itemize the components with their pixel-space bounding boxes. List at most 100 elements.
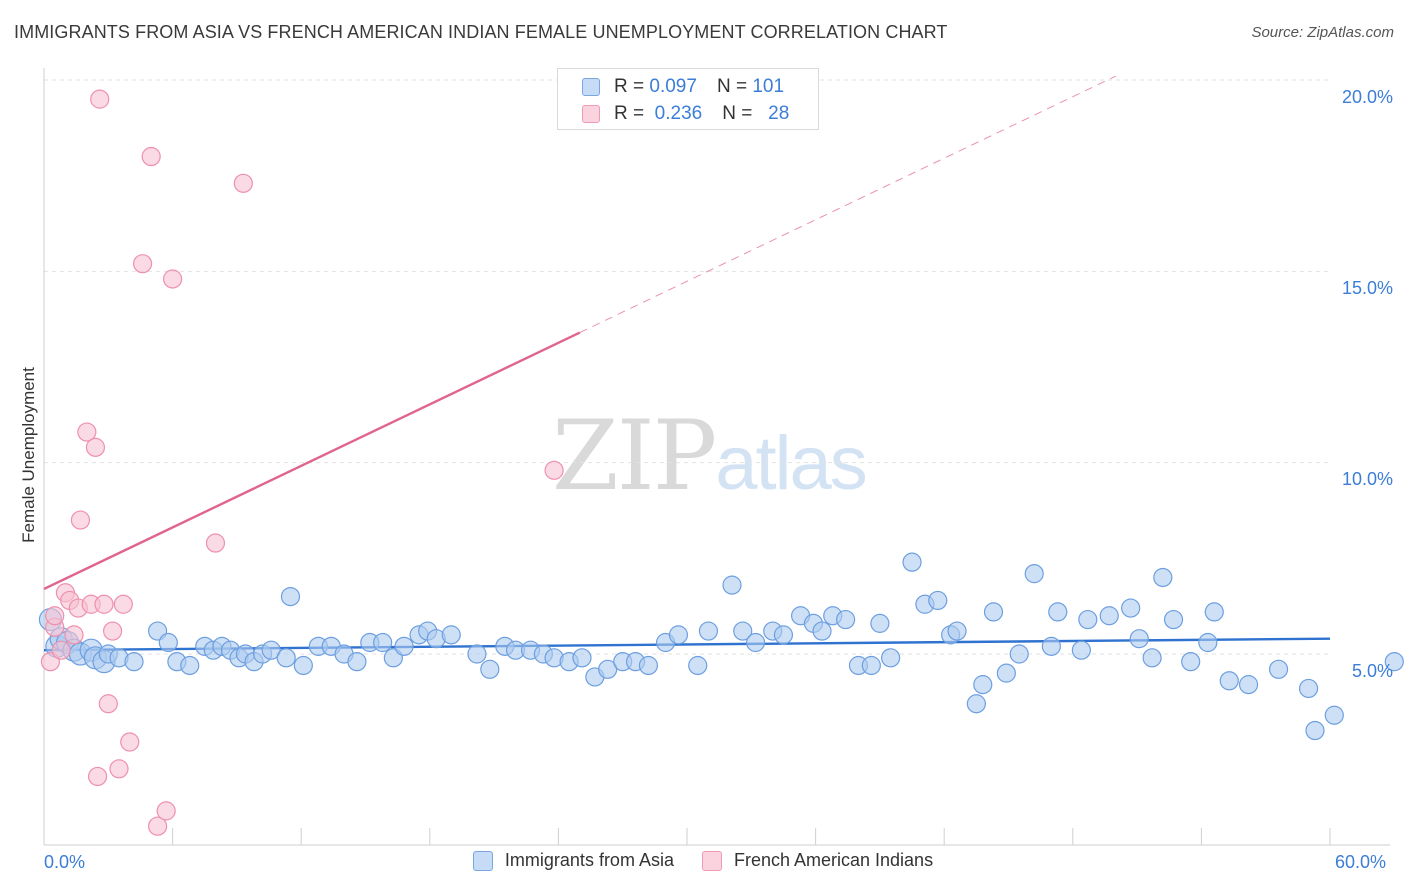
asia-point-99 — [1298, 678, 1319, 699]
y-tick-label-15: 15.0% — [1341, 278, 1393, 298]
asia-point-25 — [276, 648, 296, 668]
asia-point-67 — [836, 609, 856, 630]
asia-point-26 — [280, 586, 301, 607]
asia-point-83 — [1041, 636, 1061, 656]
asia-point-55 — [668, 625, 689, 645]
asia-point-74 — [928, 590, 948, 611]
legend-n-label: N = — [722, 103, 753, 124]
asia-point-100 — [1305, 720, 1325, 741]
data-points — [38, 89, 1404, 836]
legend-row-asia: R = 0.097 N = 101 — [582, 74, 784, 100]
french-point-16 — [109, 759, 129, 779]
asia-point-58 — [722, 575, 742, 595]
asia-point-11 — [124, 652, 144, 672]
asia-point-102 — [1384, 652, 1404, 672]
asia-point-71 — [881, 648, 901, 668]
x-tick-label-max: 60.0% — [1335, 852, 1387, 872]
asia-point-40 — [467, 644, 487, 664]
asia-point-65 — [812, 621, 832, 641]
asia-point-81 — [1009, 644, 1029, 664]
legend-r-value-french: 0.236 — [654, 103, 703, 124]
watermark-atlas: atlas — [715, 421, 868, 506]
x-tick-label-min: 0.0% — [44, 852, 86, 872]
asia-point-57 — [698, 621, 719, 641]
watermark-zip: ZIP — [552, 400, 717, 512]
french-point-5 — [64, 625, 84, 645]
french-point-14 — [98, 694, 118, 714]
legend-row-french: R = 0.236 N = 28 — [582, 101, 789, 127]
french-point-26 — [544, 460, 564, 480]
asia-point-96 — [1219, 671, 1239, 691]
french-point-18 — [120, 732, 140, 752]
asia-point-33 — [373, 632, 393, 653]
y-tick-label-10: 10.0% — [1341, 469, 1393, 489]
asia-point-53 — [638, 655, 659, 676]
french-trend-line — [43, 331, 581, 591]
asia-point-101 — [1324, 705, 1344, 725]
asia-point-95 — [1204, 602, 1224, 622]
asia-point-50 — [598, 659, 618, 679]
legend-swatch-pink-icon — [701, 850, 722, 871]
french-point-17 — [113, 594, 133, 614]
asia-point-77 — [966, 694, 986, 714]
asia-point-79 — [983, 602, 1004, 622]
asia-point-78 — [973, 675, 993, 695]
legend-swatch-blue-icon — [472, 850, 493, 871]
watermark: ZIPatlas — [552, 400, 868, 512]
asia-point-35 — [394, 636, 414, 656]
asia-point-90 — [1142, 648, 1162, 668]
asia-point-93 — [1181, 652, 1201, 672]
legend-n-value-asia: 101 — [752, 76, 785, 97]
y-tick-label-20: 20.0% — [1341, 87, 1393, 107]
asia-point-59 — [733, 621, 753, 641]
legend-r-label: R = — [614, 76, 645, 97]
french-point-23 — [163, 269, 183, 289]
swatch-blue-icon — [582, 78, 600, 96]
french-point-15 — [102, 621, 123, 641]
french-point-25 — [233, 173, 253, 193]
correlation-legend: R = 0.097 N = 101 R = 0.236 N = 28 — [557, 68, 819, 130]
grid — [44, 79, 1330, 655]
asia-point-48 — [572, 648, 592, 668]
legend-r-value-asia: 0.097 — [649, 76, 697, 97]
asia-point-39 — [441, 625, 461, 645]
asia-point-24 — [261, 640, 281, 660]
asia-point-85 — [1071, 640, 1091, 660]
asia-point-86 — [1078, 609, 1098, 630]
asia-point-27 — [293, 655, 313, 676]
asia-point-89 — [1129, 629, 1149, 649]
asia-point-97 — [1238, 675, 1259, 695]
asia-point-82 — [1024, 564, 1044, 584]
legend-item-french[interactable]: French American Indians — [701, 850, 934, 871]
asia-point-69 — [861, 655, 881, 676]
french-trend-extension — [579, 75, 1116, 334]
asia-point-15 — [180, 655, 200, 676]
asia-point-70 — [870, 613, 890, 633]
y-tick-label-5: 5.0% — [1351, 661, 1393, 681]
asia-point-80 — [996, 663, 1016, 683]
series-legend: Immigrants from Asia French American Ind… — [0, 850, 1406, 871]
asia-point-13 — [158, 632, 178, 653]
french-point-10 — [70, 510, 91, 530]
legend-label-french: French American Indians — [733, 850, 934, 870]
legend-n-value-french: 28 — [768, 103, 790, 124]
trend-lines — [43, 75, 1331, 652]
asia-point-98 — [1268, 659, 1289, 679]
swatch-pink-icon — [582, 105, 600, 123]
asia-point-84 — [1048, 602, 1068, 622]
y-axis-label: Female Unemployment — [19, 367, 38, 543]
legend-r-label: R = — [614, 103, 645, 124]
french-point-7 — [77, 422, 97, 442]
asia-point-60 — [745, 632, 766, 653]
french-point-21 — [147, 816, 168, 836]
asia-point-41 — [480, 659, 500, 679]
asia-point-76 — [947, 621, 967, 641]
asia-point-72 — [902, 552, 922, 572]
asia-point-62 — [773, 625, 794, 645]
legend-item-asia[interactable]: Immigrants from Asia — [472, 850, 674, 871]
french-point-2 — [51, 640, 71, 660]
french-point-9 — [85, 437, 106, 457]
legend-label-asia: Immigrants from Asia — [504, 850, 674, 870]
french-point-27 — [45, 606, 65, 626]
